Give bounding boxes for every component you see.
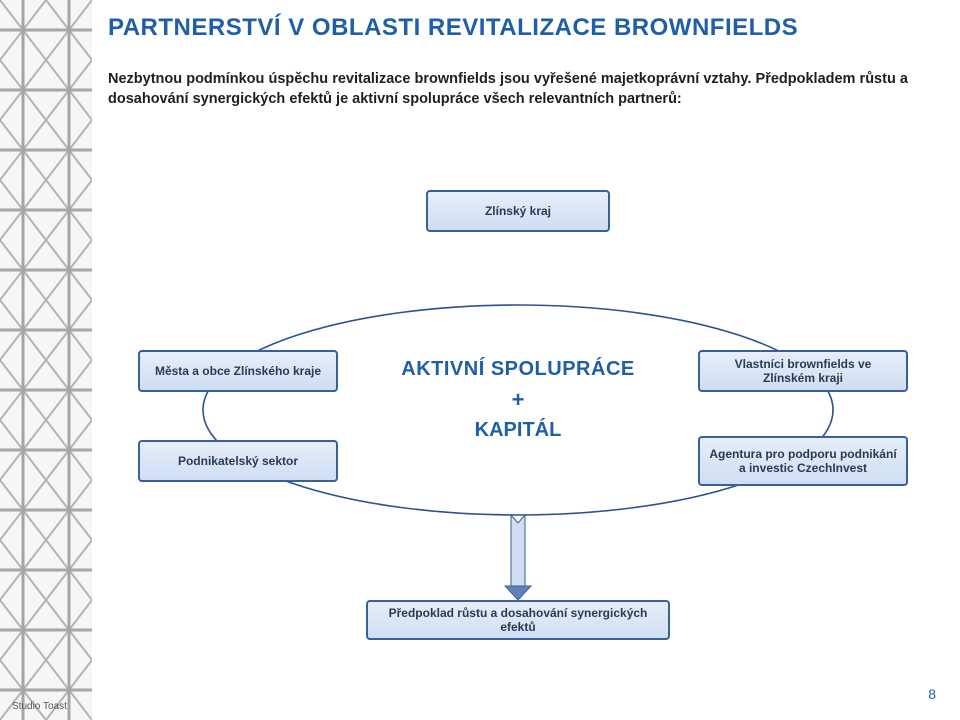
center-line1: AKTIVNÍ SPOLUPRÁCE [378,358,658,381]
node-right2: Agentura pro podporu podnikání a investi… [698,436,908,486]
footer-credit: Studio Toast [12,701,67,712]
node-label: Zlínský kraj [485,204,551,218]
center-text: AKTIVNÍ SPOLUPRÁCE + KAPITÁL [378,358,658,442]
page-number: 8 [928,686,936,702]
center-line3: KAPITÁL [378,419,658,442]
node-top: Zlínský kraj [426,190,610,232]
page-title: PARTNERSTVÍ V OBLASTI REVITALIZACE BROWN… [108,14,798,42]
node-label: Podnikatelský sektor [178,454,298,468]
sidebar-decor [0,0,92,720]
node-label: Vlastníci brownfields ve Zlínském kraji [708,357,898,386]
partnership-diagram: Zlínský kraj Města a obce Zlínského kraj… [108,150,928,650]
node-right1: Vlastníci brownfields ve Zlínském kraji [698,350,908,392]
node-label: Předpoklad růstu a dosahování synergický… [376,606,660,635]
node-label: Města a obce Zlínského kraje [155,364,321,378]
node-left2: Podnikatelský sektor [138,440,338,482]
node-bottom: Předpoklad růstu a dosahování synergický… [366,600,670,640]
node-label: Agentura pro podporu podnikání a investi… [708,447,898,476]
center-line2: + [378,387,658,413]
node-left1: Města a obce Zlínského kraje [138,350,338,392]
intro-paragraph: Nezbytnou podmínkou úspěchu revitalizace… [108,70,908,109]
